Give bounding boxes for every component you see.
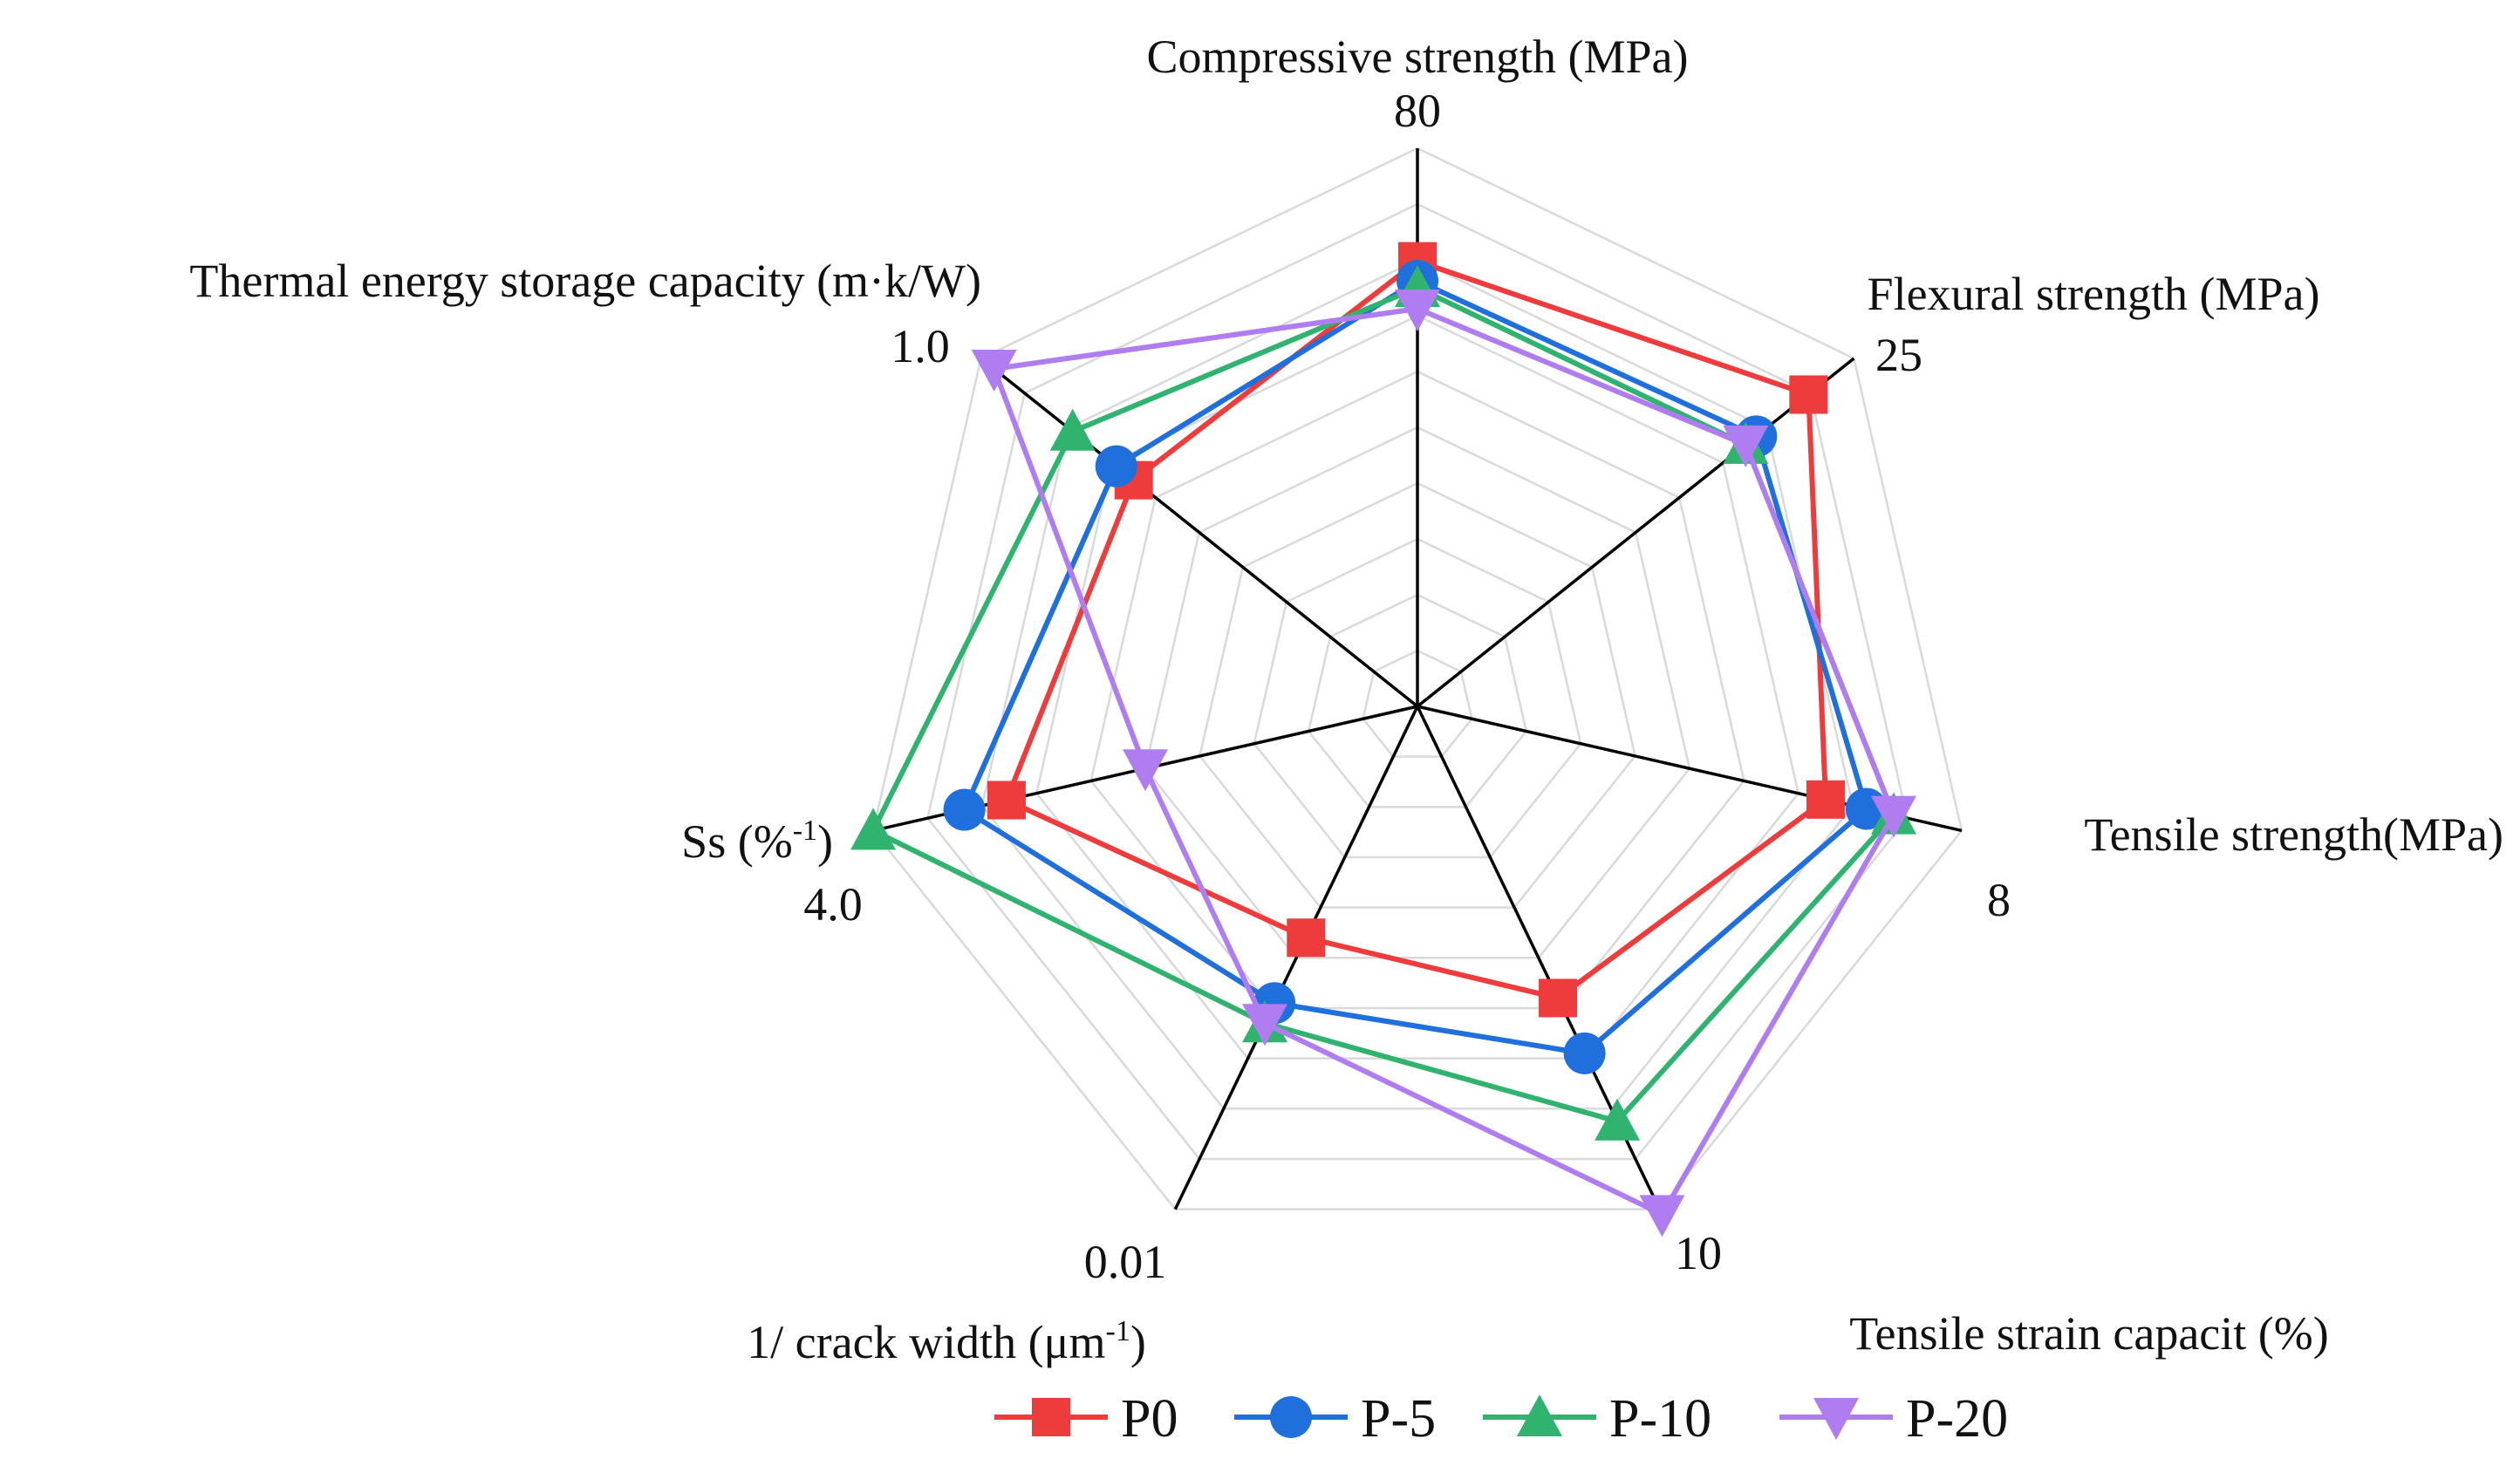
series-line-p10 xyxy=(871,285,1896,1124)
axis-title-compressive: Compressive strength (MPa) xyxy=(1147,31,1689,83)
crack-label-main: 1/ crack width (μm xyxy=(747,1316,1105,1368)
legend-label-p0: P0 xyxy=(1121,1389,1178,1449)
series-line-p5 xyxy=(961,278,1869,1056)
axis-line-thermal xyxy=(980,357,1419,708)
axis-title-tensile-strain: Tensile strain capacit (%) xyxy=(1849,1307,2328,1360)
axis-title-tensile-strength: Tensile strength(MPa) xyxy=(2084,808,2503,861)
grid-ring-5 xyxy=(1144,426,1691,959)
grid-ring-10 xyxy=(871,147,1963,1210)
point-p20-thermal xyxy=(971,349,1017,392)
legend-label-p20: P-20 xyxy=(1906,1389,2008,1449)
point-p5-thermal xyxy=(1095,445,1137,487)
legend-item-p5: P-5 xyxy=(1234,1389,1436,1449)
grid-ring-7 xyxy=(1035,314,1800,1060)
point-p20-compressive xyxy=(1395,290,1440,331)
axis-title-thermal: Thermal energy storage capacity (m·k/W) xyxy=(189,255,981,307)
point-p0-ss xyxy=(987,781,1026,820)
axis-max-crack-width: 0.01 xyxy=(1084,1236,1167,1288)
series-line-p20 xyxy=(991,306,1896,1217)
series-layer xyxy=(850,242,1916,1237)
point-p10-ss xyxy=(850,808,897,850)
point-p0-tensile_strength xyxy=(1806,780,1845,819)
legend-label-p5: P-5 xyxy=(1361,1389,1436,1449)
series-line-p0 xyxy=(1003,258,1828,1001)
axis-max-tensile-strength: 8 xyxy=(1987,874,2011,926)
axis-title-flexural: Flexural strength (MPa) xyxy=(1868,268,2320,320)
legend-item-p10: P-10 xyxy=(1483,1389,1711,1449)
legend-label-p10: P-10 xyxy=(1609,1389,1711,1449)
axis-title-ss: Ss (%-1) xyxy=(681,815,833,868)
point-p20-tensile_strain xyxy=(1639,1195,1685,1237)
grid-ring-1 xyxy=(1362,649,1473,758)
legend-marker-p0 xyxy=(1032,1398,1070,1436)
point-p5-ss xyxy=(943,788,986,831)
point-p10-tensile_strain xyxy=(1595,1098,1641,1141)
ss-label-main: Ss (% xyxy=(681,815,793,868)
axis-line-crack xyxy=(1173,706,1419,1210)
axis-max-thermal: 1.0 xyxy=(891,320,950,372)
axis-max-tensile-strain: 10 xyxy=(1675,1227,1722,1279)
point-p10-thermal xyxy=(1049,408,1096,451)
point-p0-crack xyxy=(1287,918,1326,958)
grid-ring-3 xyxy=(1253,537,1582,859)
point-p20-tensile_strength xyxy=(1870,795,1916,838)
axis-title-crack-width: 1/ crack width (μm-1) xyxy=(747,1315,1146,1368)
series-p0 xyxy=(987,242,1845,1018)
crack-label-suffix: ) xyxy=(1130,1316,1146,1368)
legend-marker-p20 xyxy=(1813,1398,1859,1440)
legend-item-p0: P0 xyxy=(994,1389,1178,1449)
point-p0-flexural xyxy=(1789,375,1828,414)
legend-marker-p10 xyxy=(1517,1394,1562,1436)
grid-rings xyxy=(871,147,1963,1210)
axis-max-flexural: 25 xyxy=(1875,329,1922,381)
legend: P0 P-5 P-10 P-20 xyxy=(994,1389,2008,1449)
series-p5 xyxy=(943,260,1888,1074)
legend-marker-p5 xyxy=(1270,1396,1312,1438)
axis-line-flexural xyxy=(1416,357,1855,708)
ss-label-suffix: ) xyxy=(817,815,833,868)
point-p20-ss xyxy=(1123,749,1169,792)
legend-item-p20: P-20 xyxy=(1779,1389,2008,1449)
ss-label-sup: -1 xyxy=(793,815,817,847)
axis-max-compressive: 80 xyxy=(1394,85,1441,137)
grid-ring-8 xyxy=(980,258,1854,1110)
point-p0-tensile_strain xyxy=(1539,978,1578,1018)
grid-ring-9 xyxy=(926,202,1909,1161)
grid-ring-2 xyxy=(1307,593,1528,808)
point-p20-crack xyxy=(1242,1004,1288,1047)
grid-ring-4 xyxy=(1199,481,1636,909)
point-p20-flexural xyxy=(1723,425,1769,467)
crack-label-sup: -1 xyxy=(1106,1315,1130,1347)
grid-ring-6 xyxy=(1089,370,1745,1010)
series-p20 xyxy=(971,290,1916,1237)
point-p5-tensile_strain xyxy=(1563,1032,1606,1074)
axis-max-ss: 4.0 xyxy=(803,878,863,931)
